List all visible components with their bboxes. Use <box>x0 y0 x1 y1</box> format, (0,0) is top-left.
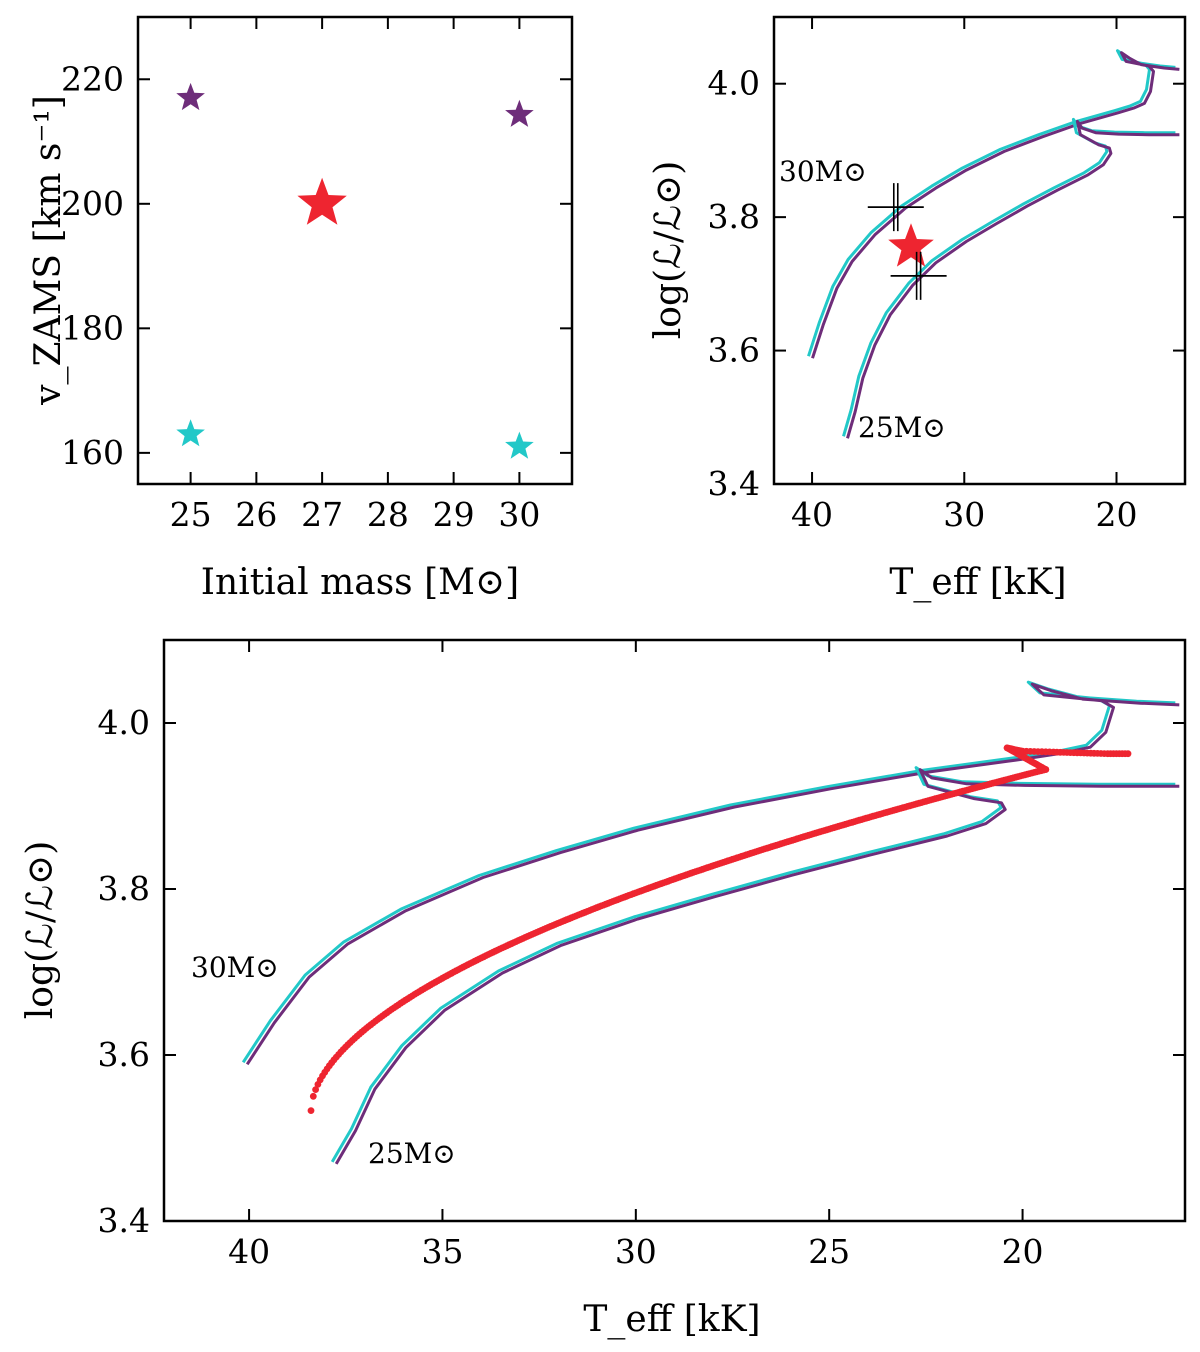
panel-b-track-25-purple <box>846 119 1180 439</box>
panel-b-ytick-label-3: 4.0 <box>708 64 760 103</box>
panel-b-track-25-cyan <box>842 117 1176 437</box>
panel-a-ytick-label-1: 180 <box>61 308 124 347</box>
panel-a-xtick-label-5: 30 <box>498 495 540 534</box>
panel-a-xtick-label-0: 25 <box>170 495 212 534</box>
panel-a-xtick-label-3: 28 <box>367 495 409 534</box>
panel-c-annotation-25msun: 25M⊙ <box>368 1137 456 1170</box>
panel-b-xtick-label-1: 30 <box>943 495 985 534</box>
panel-a-xtick-label-1: 26 <box>235 495 277 534</box>
panel-c-ylabel: log(ℒ/ℒ⊙) <box>20 841 61 1019</box>
panel-c-ytick-label-0: 3.4 <box>98 1201 150 1240</box>
panel-c-track-25-cyan <box>330 766 1176 1163</box>
panel-c-ytick-label-3: 4.0 <box>98 703 150 742</box>
panel-a-ytick-label-2: 200 <box>61 184 124 223</box>
panel-c-xtick-label-1: 35 <box>421 1232 463 1271</box>
panel-mass-velocity: 25 26 27 28 29 30 160 180 200 220 Initial mass [M… <box>28 15 574 603</box>
panel-c-track-30-purple <box>245 682 1180 1066</box>
panel-b-track-30-cyan <box>807 49 1176 357</box>
panel-a-frame <box>136 15 574 486</box>
panel-a-marks <box>176 82 534 459</box>
panel-b-ytick-label-2: 3.8 <box>708 197 760 236</box>
panel-c-track-dot <box>1124 750 1132 758</box>
panel-a-star-1-0 <box>176 419 205 447</box>
panel-c-xtick-label-3: 25 <box>808 1232 850 1271</box>
panel-b-marks <box>807 49 1180 439</box>
panel-c-xtick-label-4: 20 <box>1002 1232 1044 1271</box>
panel-b-xlabel: T_eff [kK] <box>889 562 1066 603</box>
panel-c-track-dot <box>307 1107 315 1114</box>
panel-c-marks <box>241 680 1180 1165</box>
panel-c-annotation-30msun: 30M⊙ <box>191 951 279 984</box>
panel-c-track-30-cyan <box>241 680 1176 1064</box>
panel-c-track-dot <box>312 1086 319 1093</box>
panel-hrd-full: 40 35 30 25 20 3.4 3.6 3.8 4.0 30M⊙ 25M⊙ T_eff [… <box>20 638 1187 1340</box>
panel-a-ylabel: v_ZAMS [km s⁻¹] <box>28 95 69 406</box>
panel-c-ytick-label-2: 3.8 <box>98 869 150 908</box>
panel-c-track-dot <box>309 1092 317 1100</box>
panel-a-star-0-0 <box>176 82 205 111</box>
panel-a-xlabel: Initial mass [M⊙] <box>201 562 519 603</box>
panel-b-xtick-label-0: 40 <box>791 495 833 534</box>
panel-c-xtick-label-2: 30 <box>615 1232 657 1271</box>
panel-a-xtick-label-4: 29 <box>433 495 475 534</box>
panel-b-ticks: 40 30 20 3.4 3.6 3.8 4.0 <box>708 17 1185 534</box>
panel-a-ticks: 25 26 27 28 29 30 160 180 200 220 <box>61 17 572 534</box>
panel-b-ytick-label-0: 3.4 <box>708 464 760 503</box>
panel-b-observed-star <box>888 223 934 267</box>
panel-c-frame <box>162 638 1187 1223</box>
panel-b-ytick-label-1: 3.6 <box>708 331 760 370</box>
panel-hrd-zoom: 40 30 203.43.63.84.0 30M⊙ 25M⊙ T_eff [kK] … <box>648 15 1187 603</box>
panel-b-annotation-25msun: 25M⊙ <box>858 411 946 444</box>
panel-c-xtick-label-0: 40 <box>228 1232 270 1271</box>
panel-c-ytick-label-1: 3.6 <box>98 1035 150 1074</box>
panel-a-ytick-label-3: 220 <box>61 59 124 98</box>
panel-c-track-25-purple <box>334 768 1180 1165</box>
panel-a-star-1-1 <box>505 431 534 459</box>
panel-b-xtick-label-2: 20 <box>1096 495 1138 534</box>
panel-a-star-2-0 <box>297 177 347 225</box>
panel-a-ytick-label-0: 160 <box>61 433 124 472</box>
panel-c-xlabel: T_eff [kK] <box>583 1299 760 1340</box>
panel-c-ticks: 40 35 30 25 20 3.4 3.6 3.8 4.0 <box>98 640 1185 1271</box>
panel-a-xtick-label-2: 27 <box>301 495 343 534</box>
panel-b-ylabel: log(ℒ/ℒ⊙) <box>648 161 689 339</box>
panel-b-annotation-30msun: 30M⊙ <box>779 155 867 188</box>
panel-b-frame <box>772 15 1187 486</box>
panel-b-track-30-purple <box>811 51 1180 359</box>
panel-a-star-0-1 <box>505 99 534 127</box>
